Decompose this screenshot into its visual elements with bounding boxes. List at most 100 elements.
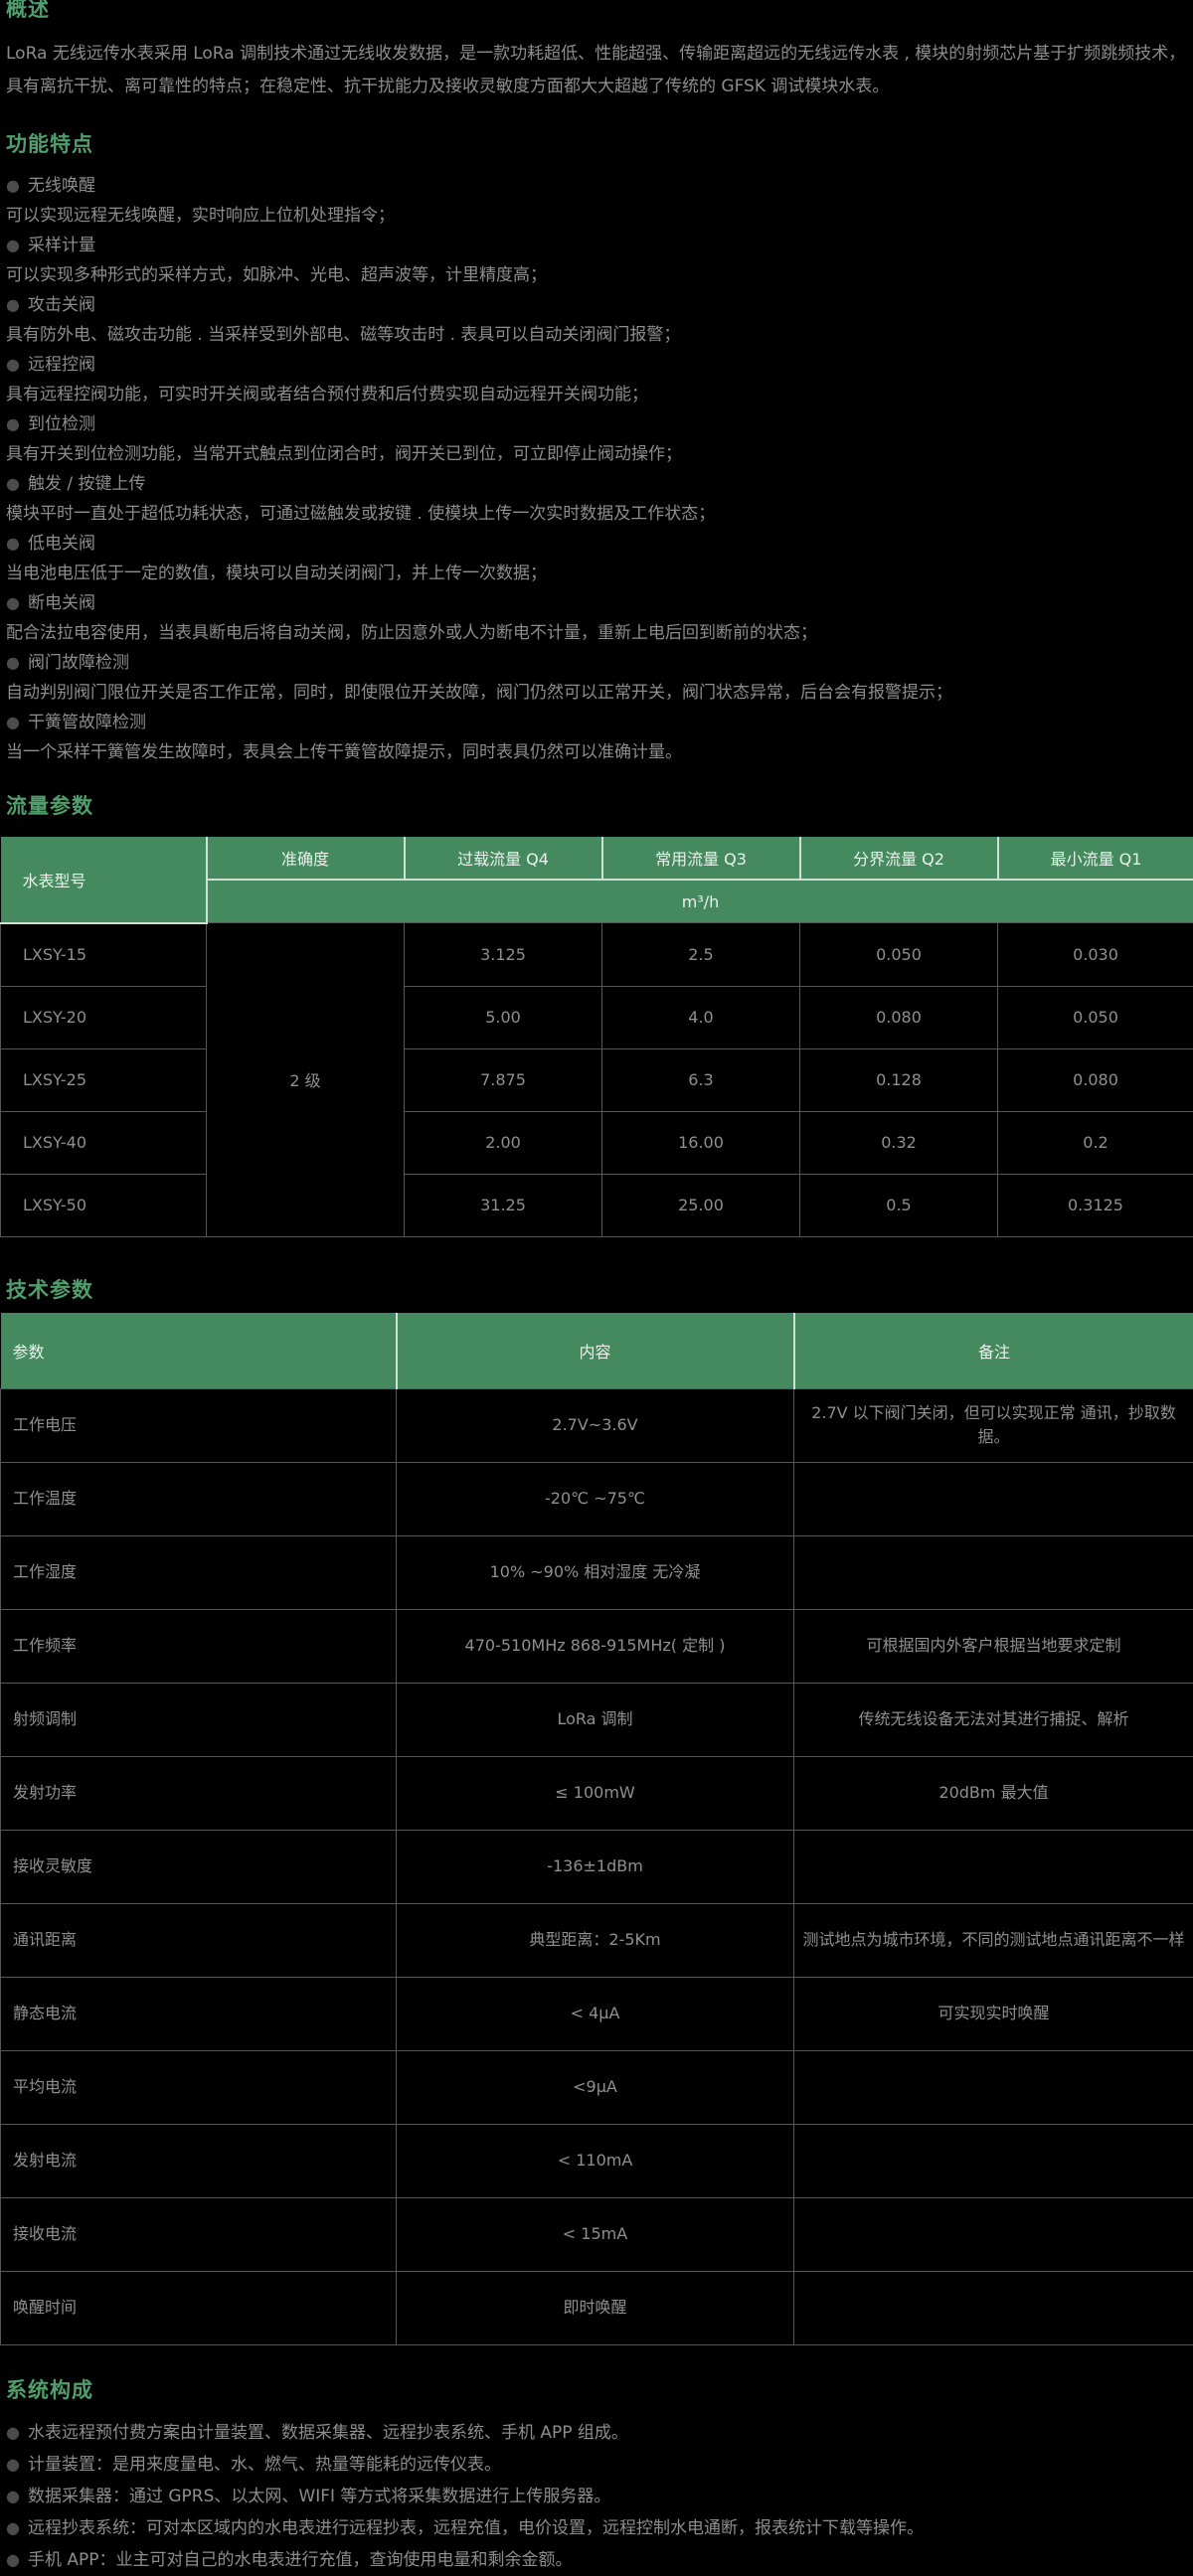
flow-q4-cell: 31.25 <box>405 1174 602 1236</box>
tech-content-cell: 即时唤醒 <box>397 2271 794 2344</box>
bullet-icon: ● <box>6 2417 20 2448</box>
tech-content-cell: < 110mA <box>397 2124 794 2197</box>
bullet-icon: ● <box>6 529 20 559</box>
tech-content-cell: 10% ~90% 相对湿度 无冷凝 <box>397 1535 794 1609</box>
system-item-text: 手机 APP：业主可对自己的水电表进行充值，查询使用电量和剩余金额。 <box>28 2550 573 2570</box>
flow-q3-cell: 16.00 <box>602 1111 800 1174</box>
feature-desc: 具有防外电、磁攻击功能 . 当采样受到外部电、磁等攻击时 . 表具可以自动关闭阀… <box>0 320 1193 350</box>
list-item: ●计量装置：是用来度量电、水、燃气、热量等能耗的远传仪表。 <box>0 2449 1193 2481</box>
feature-name: 断电关阀 <box>28 593 95 613</box>
system-item-text: 计量装置：是用来度量电、水、燃气、热量等能耗的远传仪表。 <box>28 2455 501 2475</box>
tech-content-cell: LoRa 调制 <box>397 1683 794 1756</box>
tech-param-cell: 射频调制 <box>1 1683 397 1756</box>
tech-param-cell: 工作温度 <box>1 1462 397 1535</box>
feature-title: ● 低电关阀 <box>0 529 1193 559</box>
table-row: 工作温度 -20℃ ~75℃ <box>1 1462 1193 1535</box>
features-heading: 功能特点 <box>0 129 1193 159</box>
system-item-text: 远程抄表系统：可对本区域内的水电表进行远程抄表，远程充值，电价设置，远程控制水电… <box>28 2518 924 2538</box>
bullet-icon: ● <box>6 2481 20 2511</box>
table-row: 通讯距离 典型距离：2-5Km 测试地点为城市环境，不同的测试地点通讯距离不一样 <box>1 1903 1193 1977</box>
feature-title: ●无线唤醒 <box>0 171 1193 201</box>
feature-title: ●阀门故障检测 <box>0 648 1193 678</box>
tech-param-cell: 接收电流 <box>1 2197 397 2271</box>
tech-remark-cell <box>794 2124 1193 2197</box>
table-row: LXSY-50 31.25 25.00 0.5 0.3125 <box>1 1174 1193 1236</box>
feature-list: ●无线唤醒 可以实现远程无线唤醒，实时响应上位机处理指令； ●采样计量 可以实现… <box>0 171 1193 767</box>
bullet-icon: ● <box>6 2512 20 2543</box>
feature-desc: 当一个采样干簧管发生故障时，表具会上传干簧管故障提示，同时表具仍然可以准确计量。 <box>0 737 1193 767</box>
flow-model-cell: LXSY-25 <box>1 1048 207 1111</box>
feature-name: 触发 / 按键上传 <box>28 474 146 494</box>
feature-name: 到位检测 <box>28 414 95 434</box>
flow-accuracy-cell: 2 级 <box>207 923 405 1237</box>
tech-remark-cell: 测试地点为城市环境，不同的测试地点通讯距离不一样 <box>794 1903 1193 1977</box>
tech-content-cell: < 15mA <box>397 2197 794 2271</box>
tech-remark-cell: 可根据国内外客户根据当地要求定制 <box>794 1609 1193 1683</box>
system-heading: 系统构成 <box>0 2375 1193 2405</box>
flow-q3-cell: 4.0 <box>602 986 800 1048</box>
flow-q2-cell: 0.128 <box>800 1048 998 1111</box>
tech-param-cell: 静态电流 <box>1 1977 397 2050</box>
tech-param-cell: 平均电流 <box>1 2050 397 2124</box>
tech-header-content: 内容 <box>397 1313 794 1389</box>
flow-q4-cell: 5.00 <box>405 986 602 1048</box>
flow-header-q4: 过载流量 Q4 <box>405 837 602 880</box>
flow-header-accuracy: 准确度 <box>207 837 405 880</box>
bullet-icon: ● <box>6 171 20 201</box>
tech-remark-cell: 可实现实时唤醒 <box>794 1977 1193 2050</box>
flow-q1-cell: 0.050 <box>998 986 1193 1048</box>
feature-title: ●到位检测 <box>0 409 1193 439</box>
flow-model-cell: LXSY-20 <box>1 986 207 1048</box>
bullet-icon: ● <box>6 588 20 618</box>
list-item: ● 远程抄表系统：可对本区域内的水电表进行远程抄表，远程充值，电价设置，远程控制水… <box>0 2512 1193 2544</box>
feature-desc: 可以实现多种形式的采样方式，如脉冲、光电、超声波等，计里精度高； <box>0 260 1193 290</box>
feature-title: ●远程控阀 <box>0 350 1193 380</box>
feature-name: 采样计量 <box>28 236 95 255</box>
tech-remark-cell: 2.7V 以下阀门关闭，但可以实现正常 通讯，抄取数据。 <box>794 1388 1193 1462</box>
feature-desc: 模块平时一直处于超低功耗状态，可通过磁触发或按键 . 使模块上传一次实时数据及工… <box>0 499 1193 529</box>
bullet-icon: ● <box>6 290 20 320</box>
flow-q4-cell: 3.125 <box>405 923 602 987</box>
flow-model-cell: LXSY-50 <box>1 1174 207 1236</box>
flow-q2-cell: 0.050 <box>800 923 998 987</box>
feature-title: ●干簧管故障检测 <box>0 708 1193 737</box>
flow-header-q3: 常用流量 Q3 <box>602 837 800 880</box>
flow-q4-cell: 7.875 <box>405 1048 602 1111</box>
flow-q3-cell: 6.3 <box>602 1048 800 1111</box>
feature-name: 阀门故障检测 <box>28 653 129 673</box>
feature-title: ● 触发 / 按键上传 <box>0 469 1193 499</box>
table-row: 工作湿度 10% ~90% 相对湿度 无冷凝 <box>1 1535 1193 1609</box>
feature-desc: 具有远程控阀功能，可实时开关阀或者结合预付费和后付费实现自动远程开关阀功能； <box>0 380 1193 409</box>
tech-remark-cell <box>794 1535 1193 1609</box>
overview-heading: 概述 <box>0 0 1193 24</box>
feature-name: 低电关阀 <box>28 534 95 554</box>
tech-table: 参数 内容 备注 工作电压 2.7V~3.6V 2.7V 以下阀门关闭，但可以实… <box>0 1313 1193 2345</box>
flow-model-cell: LXSY-40 <box>1 1111 207 1174</box>
tech-remark-cell <box>794 2271 1193 2344</box>
flow-model-cell: LXSY-15 <box>1 923 207 987</box>
flow-unit-cell: m³/h <box>207 880 1193 923</box>
tech-param-cell: 接收灵敏度 <box>1 1830 397 1903</box>
flow-q4-cell: 2.00 <box>405 1111 602 1174</box>
feature-desc: 当电池电压低于一定的数值，模块可以自动关闭阀门，并上传一次数据； <box>0 559 1193 588</box>
tech-content-cell: -20℃ ~75℃ <box>397 1462 794 1535</box>
bullet-icon: ● <box>6 708 20 737</box>
flow-q2-cell: 0.32 <box>800 1111 998 1174</box>
tech-remark-cell <box>794 2197 1193 2271</box>
tech-content-cell: < 4μA <box>397 1977 794 2050</box>
tech-param-cell: 工作电压 <box>1 1388 397 1462</box>
tech-param-cell: 通讯距离 <box>1 1903 397 1977</box>
tech-param-cell: 发射功率 <box>1 1756 397 1830</box>
feature-desc: 配合法拉电容使用，当表具断电后将自动关阀，防止因意外或人为断电不计量，重新上电后… <box>0 618 1193 648</box>
tech-params-heading: 技术参数 <box>0 1275 1193 1305</box>
flow-q2-cell: 0.5 <box>800 1174 998 1236</box>
tech-content-cell: 2.7V~3.6V <box>397 1388 794 1462</box>
bullet-icon: ● <box>6 2544 20 2575</box>
bullet-icon: ● <box>6 469 20 499</box>
flow-header-q2: 分界流量 Q2 <box>800 837 998 880</box>
tech-content-cell: <9μA <box>397 2050 794 2124</box>
list-item: ●水表远程预付费方案由计量装置、数据采集器、远程抄表系统、手机 APP 组成。 <box>0 2417 1193 2449</box>
list-item: ●数据采集器：通过 GPRS、以太网、WIFI 等方式将采集数据进行上传服务器。 <box>0 2481 1193 2512</box>
flow-q1-cell: 0.3125 <box>998 1174 1193 1236</box>
